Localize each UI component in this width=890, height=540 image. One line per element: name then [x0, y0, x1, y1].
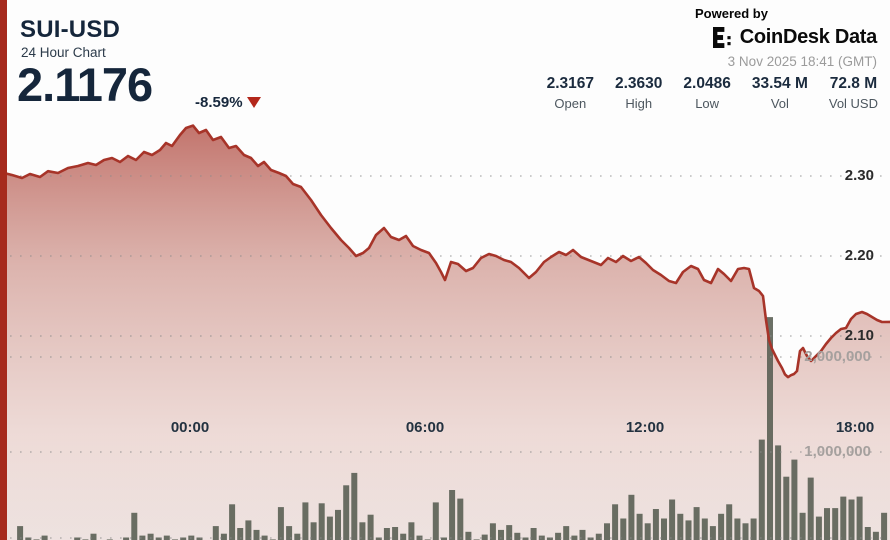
- stat-label: Open: [554, 96, 587, 111]
- stat-vol-usd: 72.8 M Vol USD: [829, 75, 878, 111]
- symbol-title: SUI-USD: [20, 16, 121, 43]
- stat-label: High: [625, 96, 653, 111]
- accent-strip: [0, 0, 7, 540]
- stat-label: Vol: [770, 96, 789, 111]
- stat-open: 2.3167 Open: [547, 75, 594, 111]
- down-triangle-icon: [247, 97, 261, 108]
- powered-by-label: Powered by: [695, 6, 768, 21]
- x-tick-1200: 12:00: [625, 419, 665, 436]
- x-tick-1800: 18:00: [835, 419, 875, 436]
- chart-subtitle: 24 Hour Chart: [21, 45, 106, 60]
- stat-value: 2.3167: [546, 75, 594, 92]
- brand-name: CoinDesk Data: [739, 26, 878, 48]
- stat-value: 33.54 M: [751, 75, 808, 92]
- volume-tick-2m: 2,000,000: [804, 348, 871, 365]
- stats-row: 2.3167 Open 2.3630 High 2.0486 Low 33.54…: [547, 75, 878, 111]
- stat-value: 2.0486: [683, 75, 731, 92]
- x-tick-0600: 06:00: [405, 419, 445, 436]
- price-tick-230: 2.30: [844, 167, 874, 184]
- coindesk-logo-icon: [712, 27, 731, 48]
- price-tick-220: 2.20: [844, 247, 874, 264]
- x-tick-0000: 00:00: [170, 419, 210, 436]
- price-tick-210: 2.10: [844, 327, 874, 344]
- current-price: 2.1176: [17, 58, 153, 111]
- change-percent: -8.59%: [195, 94, 243, 111]
- stat-label: Low: [695, 96, 720, 111]
- stat-high: 2.3630 High: [615, 75, 662, 111]
- brand-block: Powered by CoinDesk Data 3 Nov 2025 18:4…: [693, 6, 877, 69]
- stat-low: 2.0486 Low: [683, 75, 730, 111]
- stat-label: Vol USD: [828, 96, 878, 111]
- timestamp: 3 Nov 2025 18:41 (GMT): [727, 54, 877, 69]
- coindesk-logo[interactable]: CoinDesk Data: [693, 26, 877, 49]
- stat-vol: 33.54 M Vol: [752, 75, 808, 111]
- stat-value: 72.8 M: [829, 75, 878, 92]
- stat-value: 2.3630: [615, 75, 663, 92]
- volume-tick-1m: 1,000,000: [804, 443, 871, 460]
